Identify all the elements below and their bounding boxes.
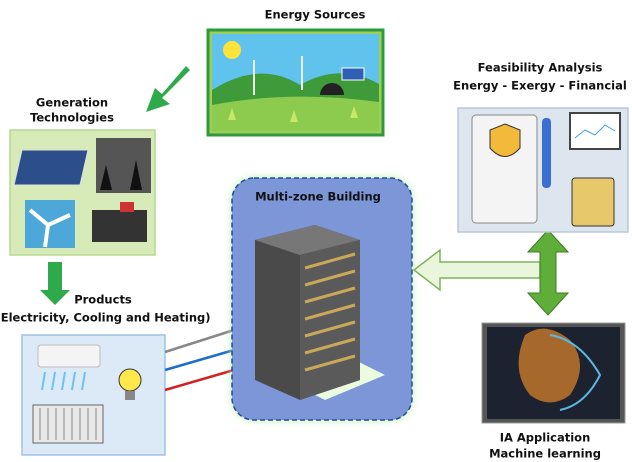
node-title: Feasibility Analysis [478,61,603,75]
feasibility-panel [458,108,628,232]
node-title: Multi-zone Building [255,190,381,204]
page: Energy Sources Generation Technologies P… [0,0,632,462]
node-title: Generation [36,96,108,110]
arrow [414,250,540,290]
node-subtitle: Machine learning [489,447,601,461]
products-panel [22,335,165,455]
arrow [40,262,70,305]
node-subtitle: Energy - Exergy - Financial [453,79,627,93]
generation-panel [10,130,155,255]
energy-sources-panel [208,30,383,135]
connector [165,370,234,390]
building-panel [232,178,412,420]
diagram: Energy Sources Generation Technologies P… [0,0,632,462]
ia-panel [482,323,625,423]
node-subtitle: (Electricity, Cooling and Heating) [0,311,211,325]
arrow [146,66,190,112]
node-title: IA Application [500,431,591,445]
node-title: Products [74,293,132,307]
node-title: Technologies [30,111,114,125]
node-title: Energy Sources [265,8,366,22]
connector [165,350,234,370]
connector [165,330,234,352]
